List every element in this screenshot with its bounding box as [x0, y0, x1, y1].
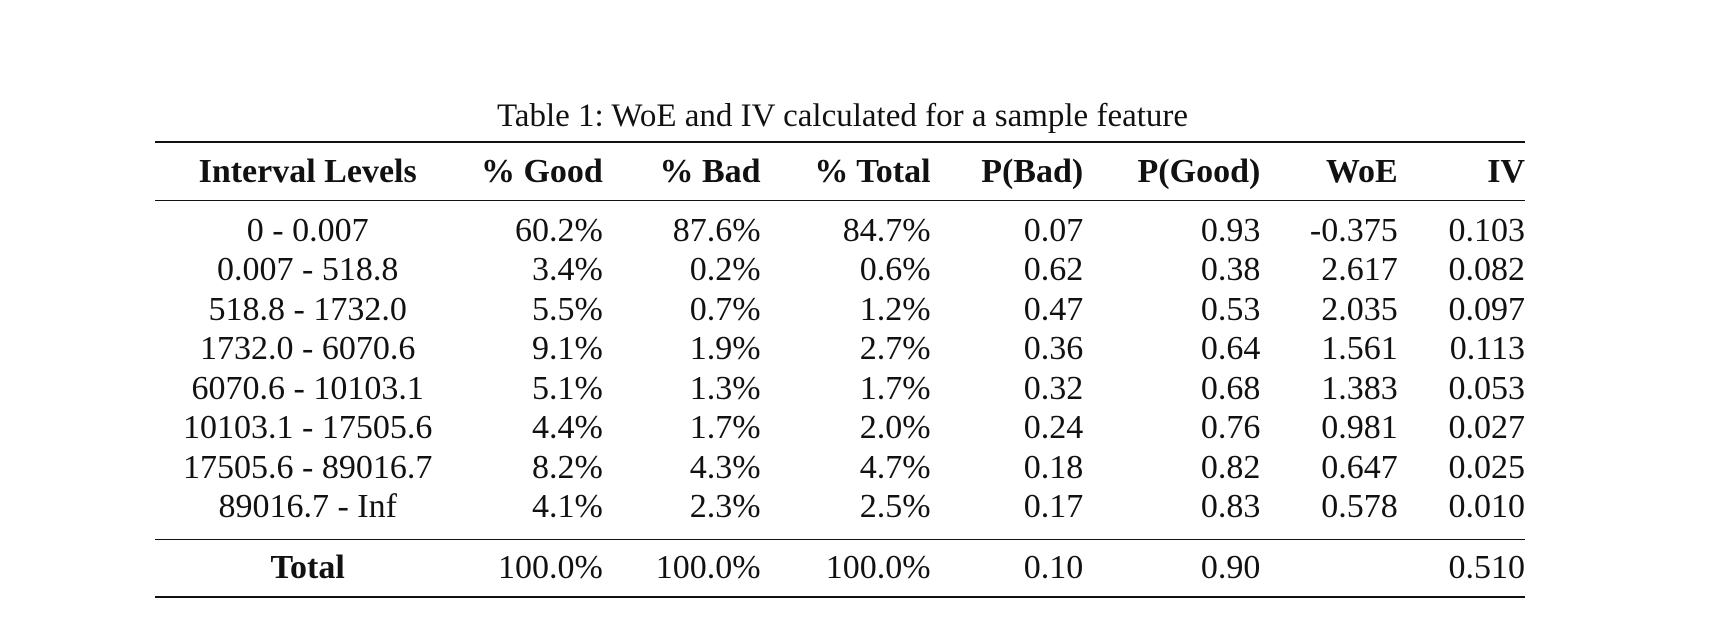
cell-iv: 0.082	[1448, 251, 1526, 289]
table-caption: Table 1: WoE and IV calculated for a sam…	[496, 98, 1189, 134]
cell-pct-bad: 4.3%	[689, 448, 761, 486]
header-interval-levels: Interval Levels	[198, 152, 417, 190]
total-p-bad: 0.10	[1023, 549, 1084, 586]
cell-p-bad: 0.47	[1023, 290, 1084, 328]
cell-pct-good: 5.1%	[532, 369, 603, 407]
cell-p-good: 0.64	[1200, 330, 1261, 368]
total-p-good: 0.90	[1200, 549, 1261, 586]
cell-pct-good: 9.1%	[532, 330, 603, 368]
cell-pct-good: 4.1%	[532, 488, 603, 526]
cell-iv: 0.103	[1448, 211, 1526, 249]
cell-pct-total: 1.7%	[859, 369, 931, 407]
cell-woe: 0.647	[1321, 448, 1398, 486]
table-row: 89016.7 - Inf 4.1% 2.3% 2.5% 0.17 0.83 0.578 0.…	[155, 488, 1525, 540]
cell-pct-bad: 87.6%	[672, 211, 761, 249]
cell-woe: 0.578	[1321, 488, 1398, 526]
cell-iv: 0.053	[1448, 369, 1526, 407]
cell-interval-level: 0 - 0.007	[246, 211, 369, 249]
header-pct-total: % Total	[814, 152, 931, 190]
total-iv: 0.510	[1448, 549, 1526, 586]
cell-pct-bad: 1.7%	[689, 409, 761, 447]
cell-woe: 1.383	[1321, 369, 1398, 407]
cell-pct-bad: 0.7%	[689, 290, 761, 328]
header-woe: WoE	[1325, 152, 1398, 190]
cell-p-good: 0.53	[1200, 290, 1261, 328]
cell-p-bad: 0.07	[1023, 211, 1084, 249]
woe-iv-table: Interval Levels % Good % Bad % Total P(B…	[155, 141, 1525, 598]
table-body: 0 - 0.007 60.2% 87.6% 84.7% 0.07 0.93 -0.375 0.…	[155, 201, 1525, 540]
table-footer: Total 100.0% 100.0% 100.0% 0.10 0.90 0.5…	[155, 539, 1526, 598]
cell-p-bad: 0.36	[1023, 330, 1084, 368]
cell-pct-good: 3.4%	[532, 251, 603, 289]
cell-p-bad: 0.62	[1023, 251, 1084, 289]
cell-iv: 0.097	[1448, 290, 1526, 328]
cell-interval-level: 10103.1 - 17505.6	[183, 409, 433, 447]
table-header: Interval Levels % Good % Bad % Total P(B…	[155, 142, 1525, 201]
header-iv: IV	[1487, 152, 1525, 190]
table-row: 0 - 0.007 60.2% 87.6% 84.7% 0.07 0.93 -0.375 0.…	[155, 201, 1525, 251]
cell-woe: -0.375	[1309, 211, 1398, 249]
cell-pct-total: 2.7%	[859, 330, 931, 368]
cell-pct-total: 84.7%	[842, 211, 931, 249]
cell-woe: 0.981	[1321, 409, 1398, 447]
total-woe	[1260, 540, 1397, 598]
cell-interval-level: 6070.6 - 10103.1	[191, 369, 424, 407]
cell-woe: 2.035	[1321, 290, 1398, 328]
total-pct-total: 100.0%	[825, 549, 931, 586]
header-pct-good: % Good	[480, 152, 603, 190]
cell-pct-bad: 1.9%	[689, 330, 761, 368]
cell-iv: 0.025	[1448, 448, 1526, 486]
cell-p-bad: 0.32	[1023, 369, 1084, 407]
header-p-good: P(Good)	[1137, 152, 1261, 190]
cell-interval-level: 17505.6 - 89016.7	[183, 448, 433, 486]
cell-pct-total: 1.2%	[859, 290, 931, 328]
table-row: 6070.6 - 10103.1 5.1% 1.3% 1.7% 0.32 0.68 1.38…	[155, 369, 1526, 409]
cell-pct-bad: 2.3%	[689, 488, 761, 526]
cell-interval-level: 518.8 - 1732.0	[208, 290, 407, 328]
cell-pct-total: 2.5%	[859, 488, 931, 526]
total-pct-bad: 100.0%	[655, 549, 761, 586]
total-label: Total	[270, 549, 345, 586]
header-p-bad: P(Bad)	[981, 152, 1084, 190]
table-row: 518.8 - 1732.0 5.5% 0.7% 1.2% 0.47 0.53 2.035 0…	[155, 290, 1526, 330]
table-row: 0.007 - 518.8 3.4% 0.2% 0.6% 0.62 0.38 2.617 0.…	[155, 251, 1525, 291]
table-row: 17505.6 - 89016.7 8.2% 4.3% 4.7% 0.18 0.82 0.6…	[155, 448, 1525, 488]
cell-pct-good: 4.4%	[532, 409, 603, 447]
cell-pct-good: 8.2%	[532, 448, 603, 486]
cell-p-bad: 0.17	[1023, 488, 1084, 526]
total-pct-good: 100.0%	[498, 549, 603, 586]
cell-p-good: 0.76	[1200, 409, 1261, 447]
cell-p-good: 0.38	[1200, 251, 1261, 289]
table-row: 10103.1 - 17505.6 4.4% 1.7% 2.0% 0.24 0.76 0.9…	[155, 409, 1525, 449]
total-row: Total 100.0% 100.0% 100.0% 0.10 0.90 0.5…	[155, 539, 1526, 598]
cell-p-good: 0.83	[1200, 488, 1261, 526]
cell-p-bad: 0.24	[1023, 409, 1084, 447]
cell-p-bad: 0.18	[1023, 448, 1084, 486]
cell-pct-total: 0.6%	[859, 251, 931, 289]
cell-interval-level: 89016.7 - Inf	[218, 488, 397, 526]
cell-iv: 0.010	[1448, 488, 1526, 526]
cell-interval-level: 1732.0 - 6070.6	[200, 330, 416, 368]
cell-p-good: 0.68	[1200, 369, 1261, 407]
cell-p-good: 0.93	[1200, 211, 1261, 249]
header-row: Interval Levels % Good % Bad % Total P(B…	[155, 142, 1525, 201]
cell-pct-good: 60.2%	[515, 211, 603, 249]
cell-pct-total: 2.0%	[859, 409, 931, 447]
cell-pct-bad: 1.3%	[689, 369, 761, 407]
table-row: 1732.0 - 6070.6 9.1% 1.9% 2.7% 0.36 0.64 1.561…	[155, 330, 1525, 370]
cell-woe: 2.617	[1321, 251, 1398, 289]
cell-iv: 0.113	[1449, 330, 1525, 368]
cell-pct-total: 4.7%	[859, 448, 931, 486]
cell-p-good: 0.82	[1200, 448, 1261, 486]
header-pct-bad: % Bad	[659, 152, 761, 190]
cell-interval-level: 0.007 - 518.8	[217, 251, 399, 289]
cell-pct-bad: 0.2%	[689, 251, 761, 289]
cell-iv: 0.027	[1448, 409, 1526, 447]
cell-pct-good: 5.5%	[532, 290, 603, 328]
cell-woe: 1.561	[1321, 330, 1398, 368]
